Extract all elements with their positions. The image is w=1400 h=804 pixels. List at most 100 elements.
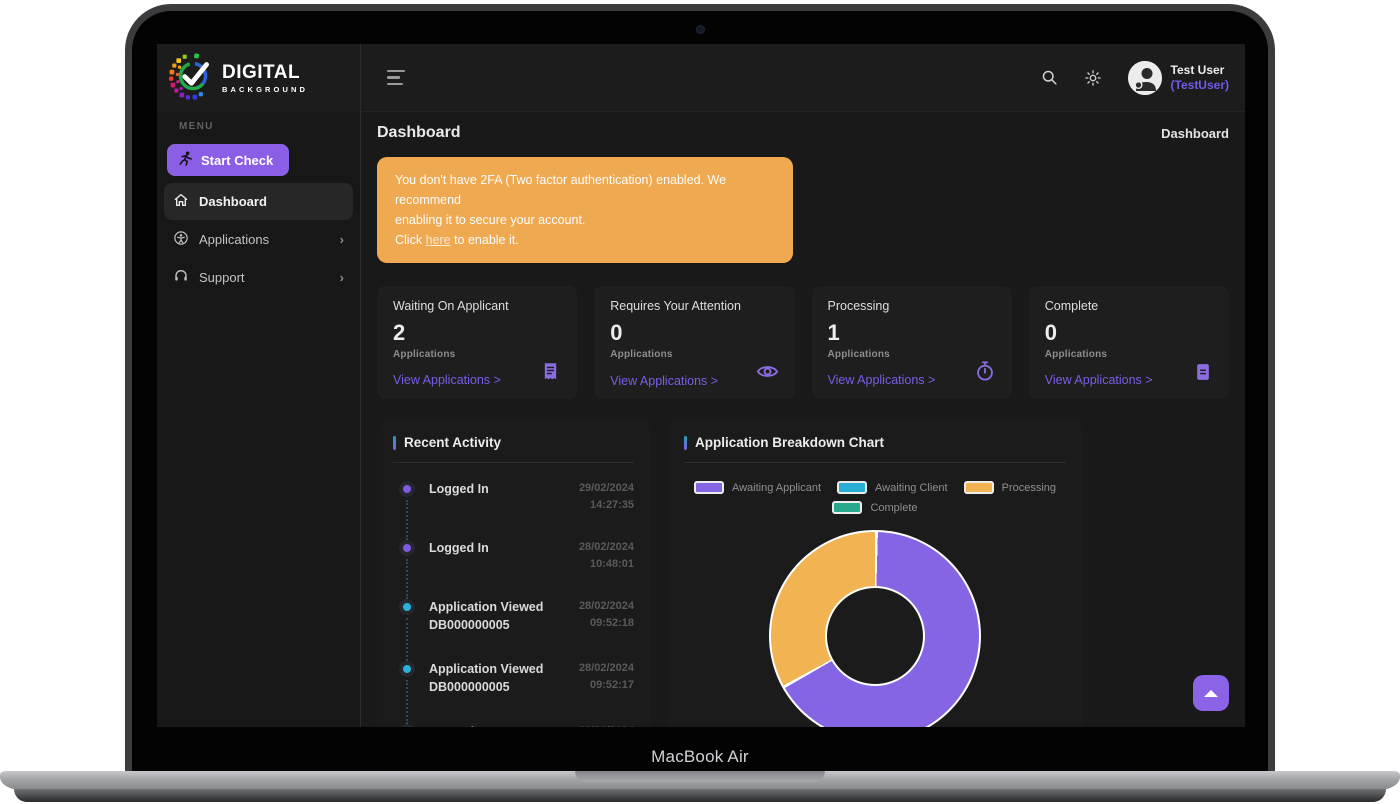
logo[interactable]: DIGITAL BACKGROUND (157, 44, 360, 112)
activity-label: Logged In (429, 723, 489, 728)
card-title: Complete (1044, 299, 1099, 313)
chevron-right-icon: › (339, 232, 344, 247)
user-handle: (TestUser) (1170, 77, 1229, 92)
card-value: 0 (610, 320, 623, 345)
card-unit: Applications (1044, 349, 1108, 360)
activity-timestamp: 28/02/2024 10:48:01 (578, 541, 634, 570)
avatar (1127, 60, 1162, 95)
view-applications-link[interactable]: View Applications > (827, 373, 936, 387)
app-screen: DIGITAL BACKGROUND MENU Start Check Dash… (157, 44, 1245, 727)
card-value: 1 (827, 320, 840, 345)
donut-ring (771, 532, 979, 727)
card-title: Waiting On Applicant (393, 299, 509, 313)
stat-card-complete: Complete 0 Applications View Application… (1028, 286, 1229, 399)
scroll-to-top-button[interactable] (1193, 675, 1229, 711)
view-applications-link[interactable]: View Applications > (1044, 373, 1153, 387)
view-applications-link[interactable]: View Applications > (393, 373, 501, 387)
application-breakdown-panel: Application Breakdown Chart Awaiting App… (668, 421, 1082, 727)
activity-item: Logged In 28/02/2024 10:48:01 (393, 540, 634, 599)
legend-entry-awaiting-applicant[interactable]: Awaiting Applicant (693, 481, 821, 494)
timeline-dot-icon (399, 599, 415, 615)
runner-icon (179, 151, 193, 169)
chevron-right-icon: › (339, 270, 344, 285)
view-applications-link[interactable]: View Applications > (610, 374, 719, 388)
legend-swatch (832, 501, 863, 514)
card-title: Requires Your Attention (610, 299, 741, 313)
legend-swatch (963, 481, 994, 494)
applicant-icon (173, 230, 189, 249)
banner-line-3-suffix: to enable it. (450, 233, 519, 247)
brand-line-1: DIGITAL (222, 61, 301, 83)
activity-item: Application Viewed DB000000005 28/02/202… (393, 660, 634, 724)
webcam-dot (696, 25, 705, 34)
recent-activity-title: Recent Activity (404, 435, 502, 450)
activity-label: Logged In (429, 482, 489, 496)
activity-reference: DB000000005 (429, 618, 510, 633)
brand-logo-icon (167, 51, 217, 106)
sidebar-item-support[interactable]: Support › (164, 259, 353, 296)
breadcrumb: Dashboard (1161, 125, 1229, 141)
timeline-dot-icon (399, 723, 415, 727)
card-unit: Applications (393, 349, 456, 360)
stat-card-waiting-on-applicant: Waiting On Applicant 2 Applications View… (377, 286, 578, 399)
card-unit: Applications (610, 349, 673, 360)
theme-toggle-sun-icon[interactable] (1084, 69, 1102, 87)
user-menu[interactable]: Test User (TestUser) (1127, 60, 1229, 95)
search-icon[interactable] (1041, 69, 1058, 86)
timeline-dot-icon (399, 540, 415, 556)
legend-swatch (693, 481, 724, 494)
activity-reference: DB000000005 (429, 680, 510, 695)
donut-hole (825, 586, 925, 686)
donut-chart[interactable] (769, 530, 981, 727)
banner-line-2: enabling it to secure your account. (395, 213, 586, 227)
activity-label: Logged In (429, 541, 489, 555)
enable-2fa-link[interactable]: here (425, 233, 451, 247)
card-value: 0 (1044, 320, 1057, 345)
recent-activity-panel: Recent Activity Logged In 29/02/2024 14:2… (377, 421, 650, 727)
timeline-dot-icon (399, 661, 415, 678)
legend-entry-awaiting-client[interactable]: Awaiting Client (837, 481, 948, 494)
stat-card-processing: Processing 1 Applications View Applicati… (811, 286, 1012, 399)
stopwatch-icon (974, 360, 996, 387)
page-title: Dashboard (377, 124, 461, 141)
sidebar-item-label: Applications (199, 232, 270, 247)
legend-entry-complete[interactable]: Complete (832, 501, 918, 514)
sidebar: DIGITAL BACKGROUND MENU Start Check Dash… (157, 44, 361, 727)
2fa-warning-banner: You don't have 2FA (Two factor authentic… (377, 157, 793, 263)
brand-line-2: BACKGROUND (222, 84, 308, 94)
user-name: Test User (1170, 62, 1225, 77)
chart-legend: Awaiting Applicant Awaiting Client Proce… (684, 481, 1066, 514)
chart-title: Application Breakdown Chart (695, 435, 885, 450)
sidebar-item-applications[interactable]: Applications › (164, 221, 353, 258)
laptop-base-notch (575, 771, 825, 782)
stat-card-requires-attention: Requires Your Attention 0 Applications V… (594, 286, 795, 399)
card-value: 2 (393, 320, 406, 345)
sidebar-item-dashboard[interactable]: Dashboard (164, 183, 353, 220)
home-icon (173, 192, 189, 211)
activity-timestamp: 29/02/2024 14:27:35 (578, 482, 634, 511)
activity-item: Logged In 29/02/2024 14:27:35 (393, 481, 634, 540)
activity-label: Application Viewed DB000000005 (429, 598, 543, 634)
activity-timestamp: 28/02/2024 09:52:18 (578, 600, 634, 629)
sidebar-item-label: Dashboard (199, 194, 267, 209)
timeline-dot-icon (399, 481, 415, 497)
card-title: Processing (827, 299, 890, 313)
document-icon (1193, 362, 1213, 387)
activity-item: Application Viewed DB000000005 28/02/202… (393, 598, 634, 662)
banner-line-3-prefix: Click (395, 233, 426, 247)
up-arrow-icon (1204, 689, 1218, 697)
activity-label: Application Viewed DB000000005 (429, 660, 543, 696)
legend-entry-processing[interactable]: Processing (963, 481, 1056, 494)
legend-swatch (837, 481, 868, 494)
hamburger-menu-icon[interactable] (387, 69, 405, 86)
sidebar-item-label: Support (199, 270, 245, 285)
start-check-button[interactable]: Start Check (167, 144, 290, 176)
panel-accent-bar (684, 435, 687, 450)
laptop-base-underside (14, 789, 1386, 802)
eye-icon (756, 360, 779, 388)
banner-line-1: You don't have 2FA (Two factor authentic… (395, 173, 727, 207)
receipt-icon (540, 361, 561, 387)
brand-wordmark: DIGITAL BACKGROUND (222, 63, 308, 94)
